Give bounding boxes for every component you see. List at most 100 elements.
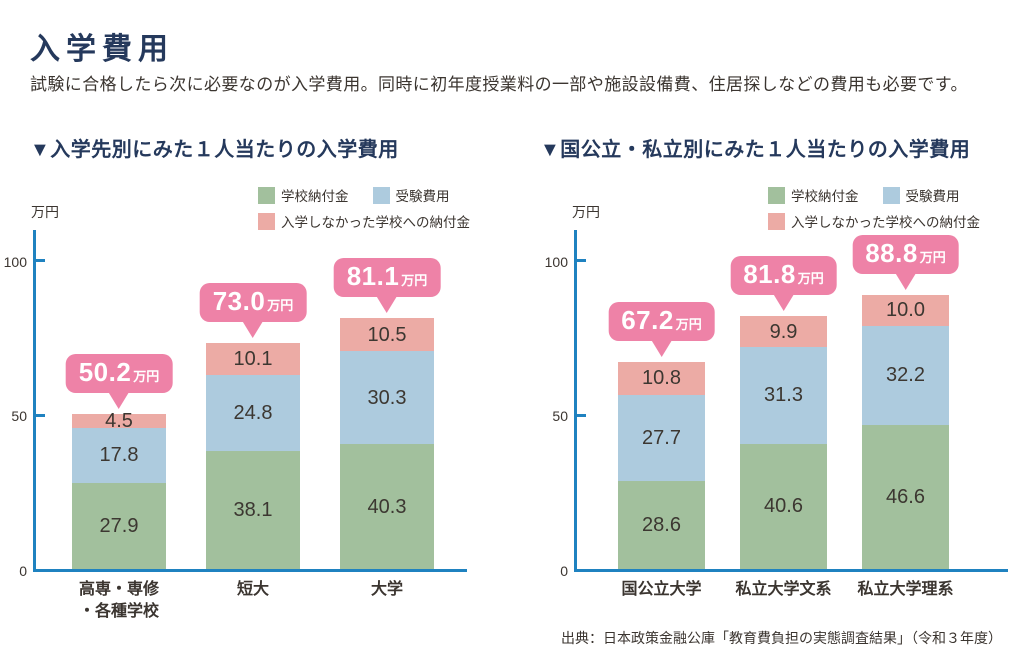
legend-label-declined_school_payment: 入学しなかった学校への納付金	[791, 215, 980, 230]
segment-exam_cost: 32.2	[862, 325, 949, 425]
y-tick-100	[577, 259, 586, 262]
legend-swatch-school_payment	[768, 186, 785, 204]
y-tick-50	[36, 413, 45, 417]
stacked-bar-1: 10.8 27.7 28.6	[618, 361, 705, 569]
callout-unit: 万円	[675, 316, 702, 332]
callout-box: 67.2 万円	[608, 301, 715, 341]
y-tick-label-0: 0	[560, 562, 568, 579]
segment-value-label: 17.8	[99, 444, 139, 467]
legend-item-school_payment: 学校納付金	[258, 185, 349, 205]
y-axis-unit-label: 万円	[572, 204, 600, 220]
callout-pointer	[242, 320, 264, 339]
segment-exam_cost: 17.8	[72, 427, 166, 483]
stacked-bar-2: 9.9 31.3 40.6	[740, 316, 827, 569]
segment-value-label: 10.8	[642, 367, 681, 390]
legend-label-declined_school_payment: 入学しなかった学校への納付金	[281, 215, 470, 230]
callout-unit: 万円	[919, 249, 946, 265]
source-note: 出典：日本政策金融公庫「教育費負担の実態調査結果」（令和３年度）	[561, 630, 1002, 646]
callout-pointer	[376, 295, 398, 314]
chart-section-by-destination: ▼入学先別にみた１人当たりの入学費用 学校納付金 受験費用 入学しなかった学校への納…	[4, 133, 502, 633]
category-label-1: 国公立大学	[621, 579, 701, 601]
legend-label-exam_cost: 受験費用	[395, 189, 450, 204]
legend-item-school_payment: 学校納付金	[768, 185, 859, 205]
segment-value-label: 40.6	[764, 495, 803, 518]
callout-unit: 万円	[267, 298, 294, 314]
segment-value-label: 31.3	[764, 384, 803, 407]
legend-swatch-exam_cost	[372, 186, 390, 204]
y-axis-line	[574, 230, 577, 572]
segment-school_payment: 38.1	[206, 451, 300, 569]
segment-school_payment: 40.6	[740, 443, 827, 569]
category-label-line: 国公立大学	[621, 581, 702, 598]
category-label-line: 大学	[370, 581, 404, 598]
segment-school_payment: 46.6	[862, 424, 949, 569]
segment-school_payment: 27.9	[72, 482, 166, 569]
segment-value-label: 10.5	[367, 323, 407, 346]
y-axis-line	[33, 230, 36, 572]
plot-area: 100 50 0 10.8 27.7 28.6 67.2 万円 9.9 31.3 40.6 81.8 万…	[545, 230, 1008, 579]
segment-value-label: 38.1	[233, 499, 273, 522]
category-label-2: 短大	[237, 579, 269, 601]
segment-declined_school_payment: 10.8	[618, 361, 705, 396]
segment-value-label: 46.6	[886, 485, 925, 508]
segment-declined_school_payment: 4.5	[72, 411, 166, 431]
segment-value-label: 28.6	[642, 513, 681, 536]
callout-box: 88.8 万円	[852, 234, 959, 274]
segment-declined_school_payment: 10.0	[862, 294, 949, 326]
legend-row-2: 入学しなかった学校への納付金	[768, 211, 980, 231]
segment-declined_school_payment: 10.5	[340, 318, 434, 351]
legend: 学校納付金 受験費用入学しなかった学校への納付金	[768, 185, 980, 237]
total-callout-2: 73.0 万円	[199, 283, 307, 339]
total-callout-1: 50.2 万円	[65, 353, 173, 409]
segment-exam_cost: 24.8	[206, 374, 300, 452]
x-axis-line	[574, 569, 1008, 572]
segment-value-label: 24.8	[233, 401, 273, 424]
category-label-line: 私立大学文系	[735, 581, 832, 598]
category-label-1: 高専・専修 ・各種学校	[79, 579, 159, 623]
segment-exam_cost: 30.3	[340, 350, 434, 445]
chart-heading-by-school-type: ▼国公立・私立別にみた１人当たりの入学費用	[540, 139, 971, 161]
legend-label-school_payment: 学校納付金	[791, 189, 859, 204]
callout-box: 81.1 万円	[333, 258, 441, 298]
y-tick-label-100: 100	[544, 253, 568, 270]
page-title: 入学費用	[30, 33, 174, 66]
legend-item-exam_cost: 受験費用	[372, 185, 450, 205]
legend-label-school_payment: 学校納付金	[281, 189, 349, 204]
callout-box: 73.0 万円	[199, 283, 307, 323]
segment-declined_school_payment: 9.9	[740, 316, 827, 347]
callout-box: 50.2 万円	[65, 353, 173, 393]
legend-item-declined_school_payment: 入学しなかった学校への納付金	[768, 211, 980, 231]
callout-value: 50.2	[78, 356, 132, 387]
total-callout-3: 88.8 万円	[852, 234, 959, 290]
callout-unit: 万円	[401, 273, 428, 289]
y-tick-label-50: 50	[552, 408, 568, 424]
total-callout-3: 81.1 万円	[333, 258, 441, 314]
segment-value-label: 10.1	[233, 348, 273, 371]
category-label-line: 高専・専修	[78, 581, 160, 598]
callout-value: 88.8	[865, 237, 918, 268]
plot-area: 100 50 0 4.5 17.8 27.9 50.2 万円 10.1 24.8 38.1 73.0 万…	[4, 230, 467, 579]
stacked-bar-2: 10.1 24.8 38.1	[206, 343, 300, 569]
legend-swatch-declined_school_payment	[258, 212, 275, 230]
segment-school_payment: 28.6	[618, 480, 705, 569]
stacked-bar-1: 4.5 17.8 27.9	[72, 411, 166, 569]
segment-value-label: 40.3	[367, 495, 407, 518]
legend-row-1: 学校納付金 受験費用	[768, 185, 980, 205]
segment-value-label: 27.9	[99, 514, 139, 537]
segment-value-label: 10.0	[886, 299, 925, 322]
page-subtitle: 試験に合格したら次に必要なのが入学費用。同時に初年度授業料の一部や施設設備費、住…	[30, 75, 968, 94]
stacked-bar-3: 10.5 30.3 40.3	[340, 318, 434, 569]
legend-row-1: 学校納付金 受験費用	[258, 185, 470, 205]
callout-value: 81.8	[743, 259, 796, 290]
category-label-2: 私立大学文系	[735, 579, 831, 601]
callout-box: 81.8 万円	[730, 256, 837, 296]
category-label-line: 私立大学理系	[857, 581, 954, 598]
legend-swatch-school_payment	[258, 186, 275, 204]
legend-item-exam_cost: 受験費用	[882, 185, 960, 205]
callout-value: 81.1	[346, 261, 400, 292]
legend: 学校納付金 受験費用入学しなかった学校への納付金	[258, 185, 470, 237]
callout-pointer	[894, 271, 917, 290]
legend-label-exam_cost: 受験費用	[905, 189, 960, 204]
segment-value-label: 9.9	[769, 320, 798, 343]
